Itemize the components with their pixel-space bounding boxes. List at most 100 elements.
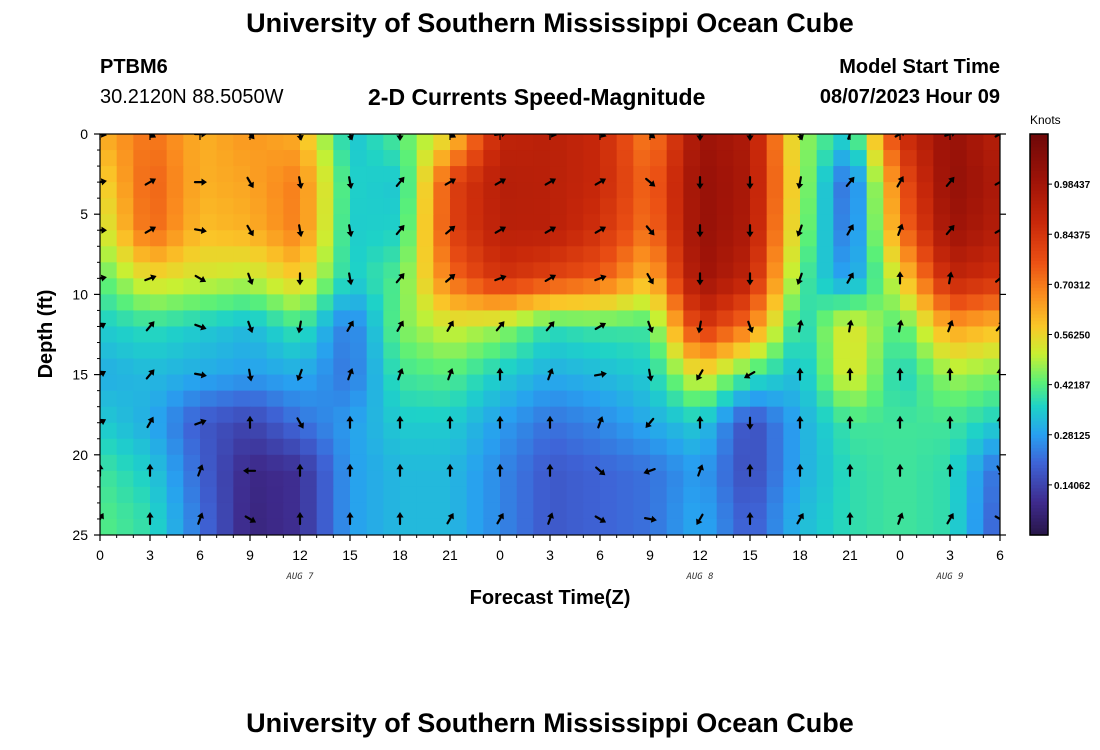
current-arrow <box>946 512 954 525</box>
heatmap-cell <box>266 230 284 247</box>
heatmap-cell <box>216 246 234 263</box>
heatmap-cell <box>650 278 668 295</box>
heatmap-cell <box>250 390 268 408</box>
heatmap-cell <box>383 214 401 231</box>
colorbar-step <box>1030 528 1048 533</box>
heatmap-cell <box>450 454 468 472</box>
current-arrow <box>296 368 303 382</box>
heatmap-cell <box>150 246 168 263</box>
heatmap-cell <box>666 502 684 520</box>
current-arrow <box>996 367 1000 381</box>
heatmap-cell <box>966 246 984 263</box>
heatmap-cell <box>550 134 568 151</box>
heatmap-cell <box>800 422 818 440</box>
heatmap-cell <box>333 502 351 520</box>
heatmap-cell <box>166 214 184 231</box>
heatmap-cell <box>983 358 1000 376</box>
heatmap-cell <box>866 486 884 504</box>
colorbar-step <box>1030 150 1048 155</box>
current-arrow <box>193 134 207 138</box>
heatmap-cell <box>816 214 834 231</box>
current-arrow <box>696 320 704 334</box>
current-arrow <box>994 515 1000 523</box>
current-arrow <box>796 272 803 285</box>
heatmap-cell <box>783 150 801 167</box>
heatmap-cell <box>683 470 701 488</box>
heatmap-cell <box>333 454 351 472</box>
date-label: AUG 8 <box>685 572 713 582</box>
x-axis-title: Forecast Time(Z) <box>470 587 631 609</box>
heatmap-cell <box>633 374 651 392</box>
heatmap-cell <box>233 486 251 504</box>
heatmap-cell <box>383 342 401 360</box>
current-arrow <box>246 368 254 382</box>
heatmap-cell <box>266 518 284 535</box>
heatmap-cell <box>366 374 384 392</box>
heatmap-cell <box>550 406 568 424</box>
colorbar-step <box>1030 438 1048 443</box>
heatmap-cell <box>583 470 601 488</box>
heatmap-cell <box>333 438 351 456</box>
heatmap-cell <box>916 406 934 424</box>
heatmap-cell <box>366 134 384 151</box>
current-arrow <box>146 512 154 526</box>
heatmap-cell <box>366 246 384 263</box>
heatmap-cell <box>350 246 368 263</box>
heatmap-cell <box>333 182 351 199</box>
heatmap-cell <box>483 150 501 167</box>
heatmap-cell <box>983 262 1000 279</box>
heatmap-cell <box>533 134 551 151</box>
heatmap-cell <box>416 358 434 376</box>
heatmap-cell <box>950 198 968 215</box>
heatmap-cell <box>566 454 584 472</box>
heatmap-cell <box>100 150 118 167</box>
heatmap-cell <box>666 342 684 360</box>
heatmap-cell <box>433 198 451 215</box>
heatmap-cell <box>966 214 984 231</box>
heatmap-cell <box>783 134 801 151</box>
current-arrow <box>446 512 454 525</box>
colorbar-step <box>1030 461 1048 466</box>
heatmap-cell <box>550 422 568 440</box>
heatmap-cell <box>416 214 434 231</box>
heatmap-cell <box>133 134 151 151</box>
colorbar-step <box>1030 274 1048 279</box>
colorbar-step <box>1030 484 1048 489</box>
heatmap-cell <box>533 150 551 167</box>
colorbar: Knots0.984370.843750.703120.562500.42187… <box>1029 113 1091 536</box>
heatmap-cell <box>766 454 784 472</box>
heatmap-cell <box>233 166 251 183</box>
current-arrow <box>547 512 554 525</box>
heatmap-cell <box>733 278 751 295</box>
heatmap-cell <box>316 134 334 151</box>
current-arrow <box>947 319 954 333</box>
heatmap-cell <box>283 374 301 392</box>
heatmap-cell <box>883 518 901 535</box>
heatmap-cell <box>250 342 268 360</box>
heatmap-cell <box>616 230 634 247</box>
heatmap-cell <box>750 246 768 263</box>
heatmap-cell <box>966 422 984 440</box>
heatmap-cell <box>516 502 534 520</box>
current-arrow <box>296 463 304 477</box>
heatmap-cell <box>600 262 618 279</box>
heatmap-cell <box>633 294 651 312</box>
heatmap-cell <box>150 438 168 456</box>
heatmap-cell <box>716 326 734 344</box>
heatmap-cell <box>200 422 218 440</box>
heatmap-cell <box>950 502 968 520</box>
heatmap-cell <box>850 518 868 535</box>
heatmap-cell <box>150 502 168 520</box>
heatmap-cell <box>516 294 534 312</box>
heatmap-cell <box>633 182 651 199</box>
heatmap-cell <box>833 518 851 535</box>
heatmap-cell <box>733 406 751 424</box>
x-tick-label: 9 <box>646 547 654 563</box>
heatmap-cell <box>183 246 201 263</box>
heatmap-cell <box>900 166 918 183</box>
heatmap-cell <box>433 150 451 167</box>
heatmap-cell <box>200 214 218 231</box>
heatmap-cell <box>133 486 151 504</box>
heatmap-cell <box>633 390 651 408</box>
heatmap-cell <box>816 150 834 167</box>
